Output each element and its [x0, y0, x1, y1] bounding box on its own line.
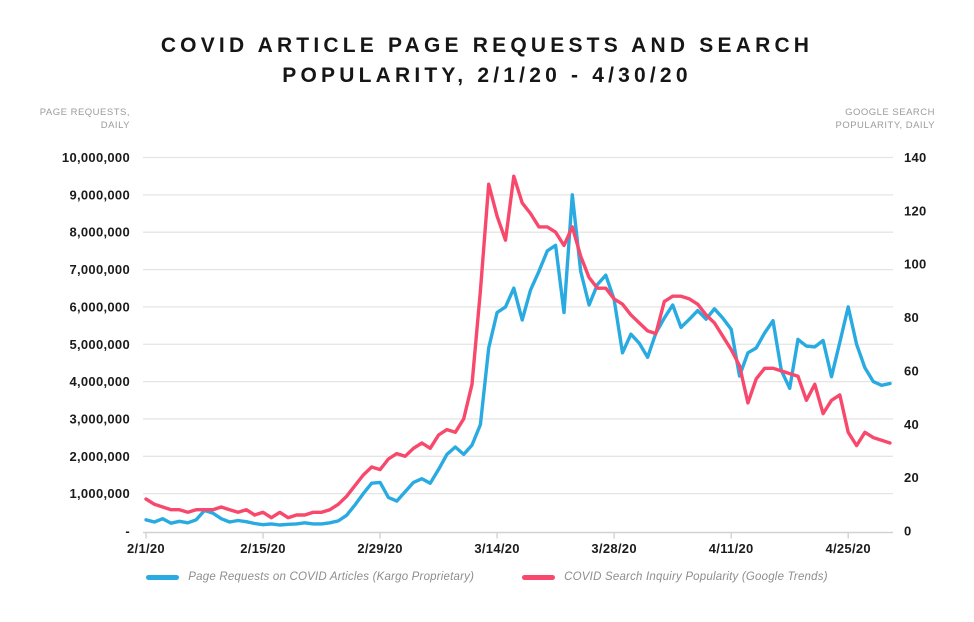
right-axis-tick-label: 140 — [904, 150, 927, 165]
x-axis-tick-label: 2/29/20 — [357, 541, 402, 556]
red-line-swatch-icon — [522, 574, 556, 580]
left-axis-tick-label: 1,000,000 — [69, 486, 130, 501]
right-axis-tick-label: 100 — [904, 257, 927, 272]
x-axis-tick-label: 4/25/20 — [825, 541, 870, 556]
left-axis-tick-label: 2,000,000 — [69, 449, 130, 464]
chart-title-line1: COVID ARTICLE PAGE REQUESTS AND SEARCH — [160, 34, 814, 57]
left-axis-caption-line2: DAILY — [100, 119, 130, 131]
legend-item-search-popularity: COVID Search Inquiry Popularity (Google … — [522, 571, 828, 583]
legend: Page Requests on COVID Articles (Kargo P… — [0, 571, 974, 583]
legend-label-search-popularity: COVID Search Inquiry Popularity (Google … — [564, 571, 828, 583]
right-axis-tick-labels: 140 120 100 80 60 40 20 0 — [904, 150, 927, 539]
legend-label-page-requests: Page Requests on COVID Articles (Kargo P… — [188, 571, 475, 583]
right-axis-caption-line1: GOOGLE SEARCH — [845, 107, 935, 118]
right-axis-tick-label: 80 — [904, 310, 919, 325]
left-axis-tick-labels: 10,000,000 9,000,000 8,000,000 7,000,000 6,0… — [62, 150, 130, 539]
x-axis-tick-labels: 2/1/20 2/15/20 2/29/20 3/14/20 3/28/20 4/11/2… — [127, 541, 871, 556]
chart-title-line2: POPULARITY, 2/1/20 - 4/30/20 — [282, 64, 692, 87]
right-axis-tick-label: 40 — [904, 417, 919, 432]
left-axis-caption-line1: PAGE REQUESTS, — [39, 107, 130, 118]
left-axis-tick-label: 4,000,000 — [69, 374, 130, 389]
left-axis-tick-label: 10,000,000 — [62, 150, 130, 165]
left-axis-tick-label: 7,000,000 — [69, 262, 130, 277]
x-axis-tick-label: 3/28/20 — [591, 541, 636, 556]
x-axis — [143, 531, 893, 539]
page-requests-line — [144, 193, 892, 527]
left-axis-tick-label: 3,000,000 — [69, 411, 130, 426]
chart-title: COVID ARTICLE PAGE REQUESTS AND SEARCH P… — [0, 31, 974, 91]
x-axis-tick-label: 4/11/20 — [709, 541, 754, 556]
left-axis-tick-label: - — [125, 524, 130, 539]
right-axis-tick-label: 0 — [904, 524, 912, 539]
left-axis-tick-label: 8,000,000 — [69, 225, 130, 240]
left-axis-caption: PAGE REQUESTS, DAILY — [0, 107, 130, 132]
left-axis-tick-label: 9,000,000 — [69, 187, 130, 202]
blue-line-swatch-icon — [146, 574, 180, 580]
legend-item-page-requests: Page Requests on COVID Articles (Kargo P… — [146, 571, 474, 583]
left-axis-tick-label: 5,000,000 — [69, 337, 130, 352]
right-axis-caption-line2: POPULARITY, DAILY — [835, 119, 935, 131]
x-axis-tick-label: 3/14/20 — [474, 541, 519, 556]
search-popularity-line — [144, 174, 892, 520]
right-axis-caption: GOOGLE SEARCH POPULARITY, DAILY — [805, 107, 935, 132]
left-axis-tick-label: 6,000,000 — [69, 299, 130, 314]
right-axis-tick-label: 120 — [904, 203, 927, 218]
right-axis-tick-label: 60 — [904, 363, 919, 378]
x-axis-tick-label: 2/1/20 — [127, 541, 165, 556]
x-axis-tick-label: 2/15/20 — [240, 541, 285, 556]
gridlines — [143, 156, 893, 495]
right-axis-tick-label: 20 — [904, 470, 919, 485]
